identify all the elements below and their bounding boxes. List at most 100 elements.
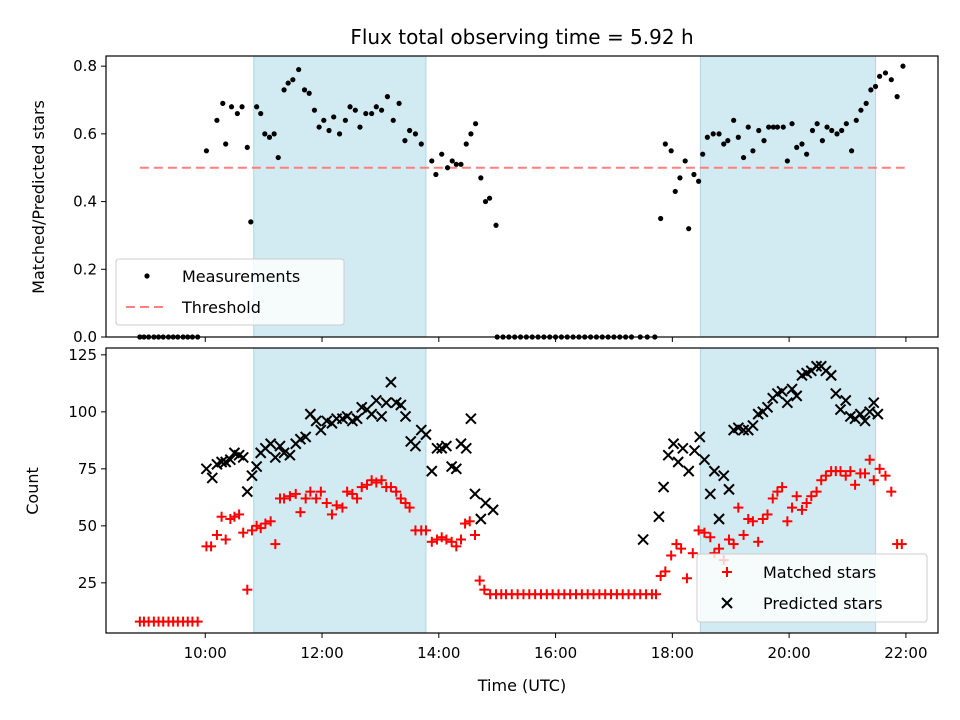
predicted-legend-marker — [721, 597, 733, 609]
predicted-star-point — [375, 410, 388, 423]
measurement-point — [458, 161, 464, 167]
measurement-point — [829, 127, 835, 134]
ratio-panel-frame — [105, 55, 939, 338]
ratio-panel: 0.00.20.40.60.8 Matched/Predicted stars … — [29, 55, 939, 346]
measurement-point — [373, 104, 379, 110]
count-y-axis: 25 50 75 100 125 — [68, 346, 106, 592]
measurement-point — [824, 124, 830, 130]
predicted-star-point — [224, 454, 237, 466]
matched-star-point — [246, 525, 257, 536]
predicted-star-point — [264, 438, 277, 450]
measurement-point — [682, 158, 688, 164]
predicted-star-point — [688, 444, 701, 457]
predicted-star-point — [637, 533, 649, 546]
predicted-star-point — [781, 397, 794, 409]
matched-star-point — [835, 466, 846, 477]
predicted-star-point — [399, 410, 412, 423]
measurement-point — [228, 104, 235, 110]
matched-star-point — [723, 534, 734, 545]
measurement-point — [453, 161, 459, 167]
y-tick-label: 25 — [78, 574, 97, 592]
matched-star-point — [265, 516, 276, 527]
matched-star-point — [880, 470, 891, 481]
measurement-point — [271, 131, 277, 137]
matched-star-point — [860, 468, 871, 479]
matched-star-point — [305, 486, 316, 497]
matched-star-point — [886, 486, 897, 497]
matched-star-point — [753, 536, 764, 547]
predicted-star-point — [872, 408, 884, 420]
matched-star-point — [441, 534, 452, 545]
matched-legend-marker — [722, 567, 732, 577]
matched-star-point — [738, 529, 749, 540]
matched-star-point — [777, 482, 788, 493]
measurement-point — [390, 117, 396, 123]
measurement-point — [731, 117, 737, 123]
matched-legend-plus — [722, 567, 732, 577]
predicted-legend-cross — [721, 597, 733, 609]
measurements-legend-label: Measurements — [182, 267, 300, 286]
matched-star-point — [352, 493, 363, 504]
measurement-point — [203, 148, 210, 154]
measurement-point — [804, 151, 810, 157]
matched-star-point — [395, 493, 406, 504]
measurement-point — [306, 90, 312, 96]
measurement-point — [809, 127, 816, 134]
matched-star-point — [366, 475, 377, 486]
predicted-star-point — [657, 481, 670, 493]
predicted-star-point — [385, 376, 397, 388]
measurement-point — [321, 117, 327, 123]
predicted-star-point — [278, 447, 290, 459]
measurement-point — [894, 94, 900, 100]
matched-star-point — [874, 463, 885, 474]
matched-star-point — [347, 488, 358, 499]
matched-star-point — [290, 488, 301, 499]
ratio-y-label: Matched/Predicted stars — [29, 100, 48, 294]
measurement-point — [716, 131, 722, 137]
measurement-point — [223, 141, 229, 147]
matched-star-point — [436, 532, 447, 543]
x-axis-label: Time (UTC) — [477, 676, 566, 695]
measurement-point — [439, 151, 445, 157]
predicted-star-point — [713, 513, 725, 525]
measurement-point — [331, 114, 337, 120]
y-tick-label: 0.6 — [73, 125, 97, 143]
measurement-point — [696, 178, 702, 184]
matched-star-point — [747, 516, 758, 527]
matched-star-point — [432, 534, 443, 545]
matched-star-point — [687, 548, 698, 559]
measurement-point — [486, 195, 493, 201]
predicted-star-point — [786, 383, 798, 395]
matched-star-point — [460, 518, 471, 529]
measurement-points — [137, 63, 906, 340]
measurement-point — [244, 144, 250, 151]
predicted-star-point — [810, 360, 823, 372]
measurement-point — [234, 110, 240, 117]
matched-star-point — [660, 566, 671, 577]
predicted-star-point — [426, 465, 438, 477]
matched-star-point — [733, 502, 744, 513]
observing-window — [253, 347, 427, 634]
matched-star-point — [385, 482, 396, 493]
matched-star-point — [356, 482, 367, 493]
matched-star-point — [342, 486, 353, 497]
measurement-point — [888, 77, 894, 83]
measurement-point — [691, 171, 697, 178]
matched-star-point — [714, 543, 725, 554]
measurement-point — [834, 131, 840, 137]
measurements-legend-marker — [144, 273, 150, 279]
predicted-star-point — [206, 472, 218, 484]
measurement-point — [819, 138, 825, 144]
y-tick-label: 50 — [78, 517, 97, 535]
matched-star-point — [896, 539, 907, 550]
measurement-point — [402, 138, 408, 144]
x-tick-label: 16:00 — [534, 644, 577, 662]
measurement-point — [336, 131, 343, 137]
predicted-star-point — [737, 424, 750, 436]
matched-star-point — [850, 479, 861, 490]
matched-star-point — [371, 477, 382, 488]
matched-star-point — [391, 486, 402, 497]
y-tick-label: 0.0 — [73, 328, 97, 346]
measurement-point — [463, 141, 469, 147]
